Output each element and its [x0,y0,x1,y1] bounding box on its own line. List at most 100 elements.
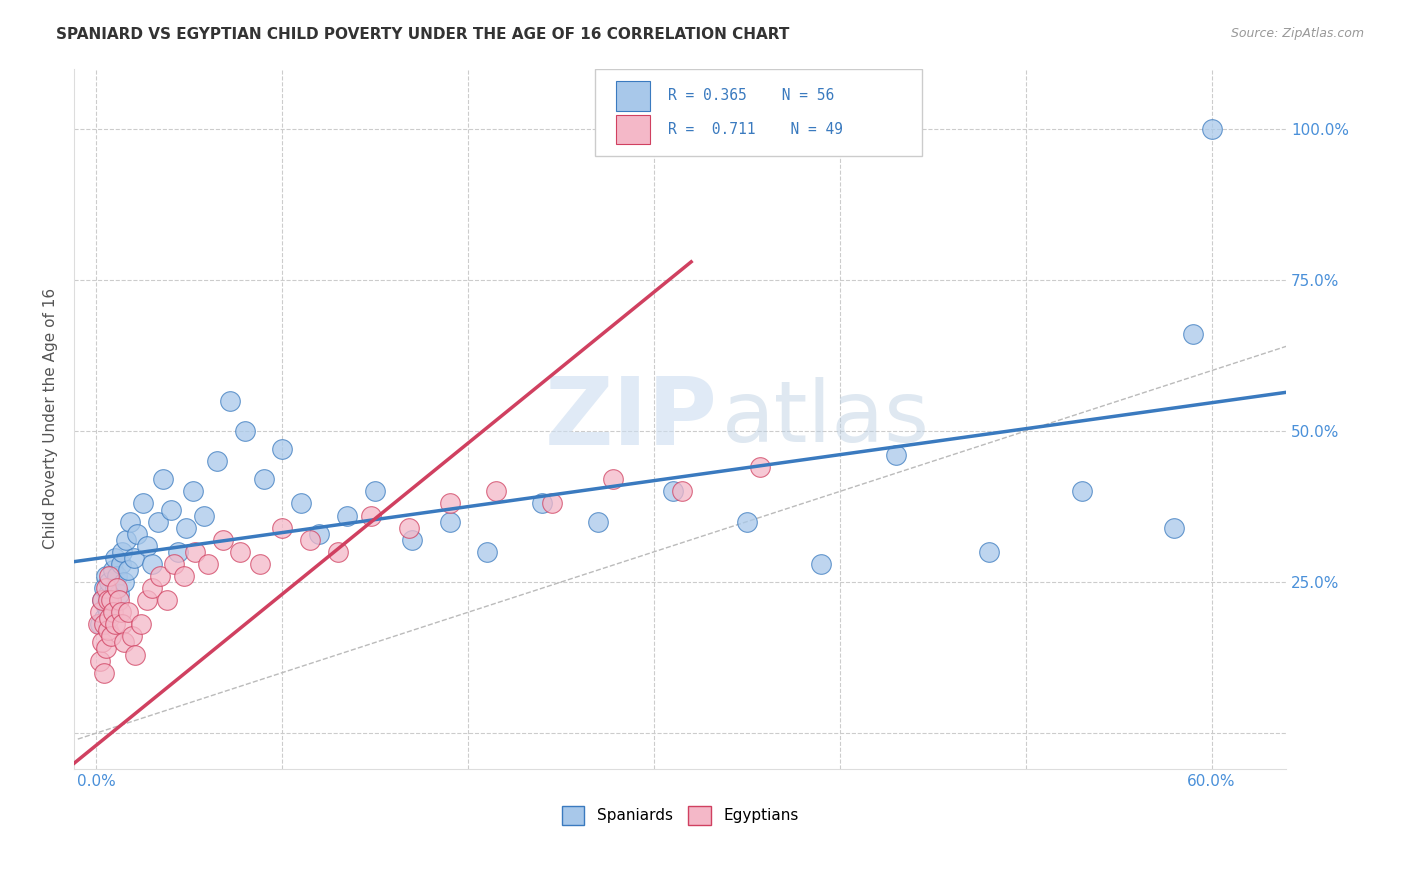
Point [271,442,294,456]
Point [101,605,124,619]
Point [299,533,322,547]
Point [977,545,1000,559]
Point [110,605,132,619]
Point [163,557,186,571]
Bar [616,81,650,111]
Point [1070,484,1092,499]
Point [115,533,138,547]
Point [290,496,312,510]
Point [94,599,117,614]
Point [439,515,461,529]
Point [96,587,118,601]
Point [253,472,276,486]
Point [152,472,174,486]
Point [540,496,562,510]
Point [111,617,134,632]
Point [105,569,128,583]
Point [219,393,242,408]
Point [401,533,423,547]
FancyBboxPatch shape [595,69,922,156]
Point [122,550,145,565]
Point [1201,122,1223,136]
Point [112,635,135,649]
Point [101,563,124,577]
Point [93,665,115,680]
Point [110,557,132,571]
Text: ZIP: ZIP [546,373,718,465]
Point [475,545,498,559]
Point [89,617,111,632]
Point [156,593,179,607]
Point [193,508,215,523]
Point [602,472,624,486]
Text: atlas: atlas [721,377,929,460]
Point [89,654,111,668]
Point [661,484,683,499]
Point [111,545,134,559]
Point [91,593,114,607]
Point [671,484,693,499]
Point [105,581,128,595]
Point [100,593,122,607]
Point [205,454,228,468]
Point [141,557,163,571]
Point [141,581,163,595]
Point [439,496,461,510]
Point [104,617,127,632]
Point [249,557,271,571]
Point [100,593,122,607]
Point [271,521,294,535]
Point [94,641,117,656]
Point [93,611,115,625]
Text: R =  0.711    N = 49: R = 0.711 N = 49 [668,122,844,137]
Point [211,533,233,547]
Point [112,574,135,589]
Point [117,605,139,619]
Point [173,569,195,583]
Text: R = 0.365    N = 56: R = 0.365 N = 56 [668,88,834,103]
Point [197,557,219,571]
Point [96,593,118,607]
Point [89,605,111,619]
Bar [616,115,650,145]
Point [181,484,204,499]
Point [93,581,115,595]
Text: SPANIARD VS EGYPTIAN CHILD POVERTY UNDER THE AGE OF 16 CORRELATION CHART: SPANIARD VS EGYPTIAN CHILD POVERTY UNDER… [56,27,790,42]
Point [127,526,149,541]
Point [159,502,181,516]
Point [364,484,387,499]
Point [326,545,349,559]
Point [135,593,157,607]
Point [1163,521,1185,535]
Point [149,569,172,583]
Point [336,508,359,523]
Point [735,515,758,529]
Point [308,526,330,541]
Point [107,593,129,607]
Point [91,593,114,607]
Point [94,569,117,583]
Point [96,624,118,638]
Point [104,550,127,565]
Point [485,484,508,499]
Point [233,424,256,438]
Point [98,569,121,583]
Point [98,611,121,625]
Point [586,515,609,529]
Text: Source: ZipAtlas.com: Source: ZipAtlas.com [1230,27,1364,40]
Point [810,557,832,571]
Point [87,617,110,632]
Point [398,521,420,535]
Point [91,635,114,649]
Point [531,496,554,510]
Point [228,545,250,559]
Point [184,545,207,559]
Point [94,581,117,595]
Point [93,617,115,632]
Point [100,629,122,643]
Point [96,605,118,619]
Point [749,460,772,475]
Point [167,545,190,559]
Point [124,648,146,662]
Point [1182,327,1205,342]
